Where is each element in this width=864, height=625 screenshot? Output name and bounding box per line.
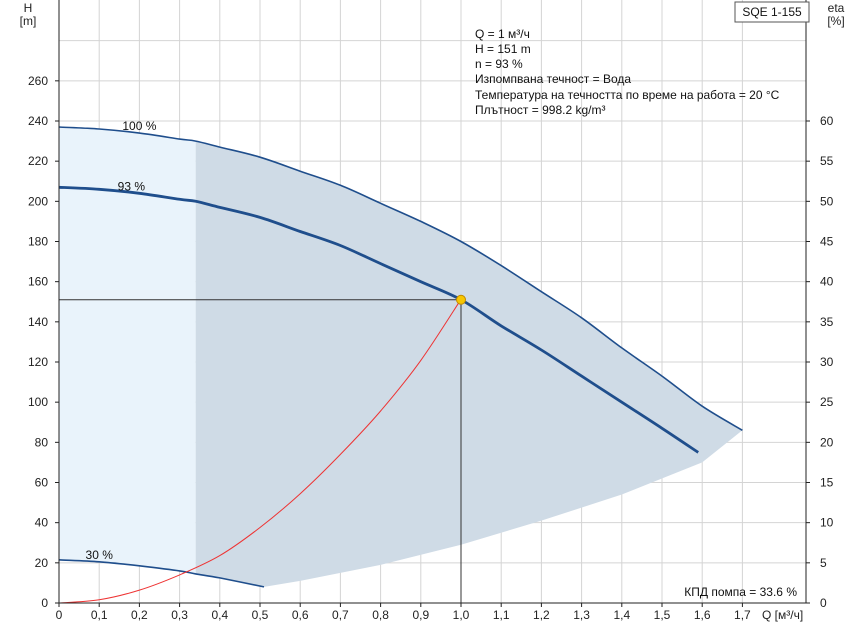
y-left-tick-label: 140 — [28, 315, 48, 329]
y-left-tick-label: 260 — [28, 74, 48, 88]
y-right-tick-label: 15 — [820, 476, 834, 490]
curve-100-percent — [58, 126, 743, 431]
info-line-density: Плътност = 998.2 kg/m³ — [475, 103, 605, 117]
pump-name-box — [734, 1, 810, 23]
x-tick-label: 0,9 — [412, 608, 429, 622]
curve-efficiency — [58, 299, 462, 604]
operating-area — [195, 141, 743, 587]
x-tick-label: 1,7 — [734, 608, 751, 622]
curve-label-93: 93 % — [118, 179, 146, 193]
axis-layer — [55, 0, 810, 607]
x-tick-label: 0,2 — [131, 608, 148, 622]
y-right-tick-label: 20 — [820, 435, 834, 449]
x-tick-label: 0,1 — [91, 608, 108, 622]
curve-93-percent — [58, 185, 699, 454]
y-left-tick-label: 240 — [28, 114, 48, 128]
x-tick-label: 1,3 — [573, 608, 590, 622]
y-left-title: H — [24, 1, 33, 15]
duty-point-marker — [456, 294, 466, 305]
area-layer — [59, 127, 743, 587]
y-left-tick-label: 100 — [28, 395, 48, 409]
y-right-tick-label: 0 — [820, 596, 827, 610]
y-left-tick-label: 60 — [35, 476, 49, 490]
x-tick-label: 1,0 — [453, 608, 470, 622]
y-right-tick-label: 30 — [820, 355, 834, 369]
x-tick-label: 0 — [56, 608, 63, 622]
x-tick-label: 0,5 — [252, 608, 269, 622]
efficiency-note: КПД помпа = 33.6 % — [684, 585, 797, 599]
y-right-title: eta — [828, 1, 845, 15]
x-tick-label: 1,4 — [613, 608, 630, 622]
pump-name: SQE 1-155 — [742, 5, 802, 19]
x-tick-label: 1,1 — [493, 608, 510, 622]
y-left-tick-label: 40 — [35, 516, 49, 530]
x-tick-label: 1,6 — [694, 608, 711, 622]
curve-label-30: 30 % — [86, 548, 114, 562]
y-left-unit: [m] — [20, 14, 37, 28]
y-right-tick-label: 55 — [820, 154, 834, 168]
x-tick-label: 0,4 — [211, 608, 228, 622]
y-left-tick-label: 0 — [41, 596, 48, 610]
label-layer: 0 0,1 0,2 0,3 0,4 0,5 0,6 0,7 0,8 0,9 1,0 1,1 1,2 1,3… — [28, 74, 834, 622]
y-right-tick-label: 40 — [820, 275, 834, 289]
curve-label-100: 100 % — [122, 119, 156, 133]
x-axis-title: Q [м³/ч] — [762, 608, 803, 622]
x-tick-label: 1,2 — [533, 608, 550, 622]
y-left-tick-label: 120 — [28, 355, 48, 369]
x-tick-label: 0,6 — [292, 608, 309, 622]
y-left-tick-label: 160 — [28, 275, 48, 289]
info-line-liquid: Изпомпвана течност = Вода — [475, 72, 631, 86]
info-line-flow: Q = 1 м³/ч — [475, 27, 530, 41]
x-tick-label: 0,8 — [372, 608, 389, 622]
low-flow-area — [59, 127, 196, 574]
y-left-tick-label: 200 — [28, 194, 48, 208]
y-right-tick-label: 10 — [820, 516, 834, 530]
y-right-tick-label: 25 — [820, 395, 834, 409]
info-line-head: H = 151 m — [475, 42, 531, 56]
y-right-tick-label: 35 — [820, 315, 834, 329]
curve-layer — [58, 126, 743, 604]
y-left-tick-label: 20 — [35, 556, 49, 570]
y-right-tick-label: 45 — [820, 235, 834, 249]
y-right-tick-label: 5 — [820, 556, 827, 570]
x-tick-label: 0,3 — [171, 608, 188, 622]
info-block: Q = 1 м³/ч H = 151 m n = 93 % Изпомпвана… — [475, 27, 780, 117]
y-left-tick-label: 80 — [35, 435, 49, 449]
x-tick-label: 0,7 — [332, 608, 349, 622]
y-right-tick-label: 50 — [820, 194, 834, 208]
y-left-tick-label: 220 — [28, 154, 48, 168]
y-right-unit: [%] — [827, 14, 844, 28]
info-line-temperature: Температура на течността по време на раб… — [475, 88, 780, 102]
y-left-tick-label: 180 — [28, 235, 48, 249]
y-right-tick-label: 60 — [820, 114, 834, 128]
x-tick-label: 1,5 — [654, 608, 671, 622]
info-line-speed: n = 93 % — [475, 57, 523, 71]
curve-30-percent — [58, 559, 265, 588]
